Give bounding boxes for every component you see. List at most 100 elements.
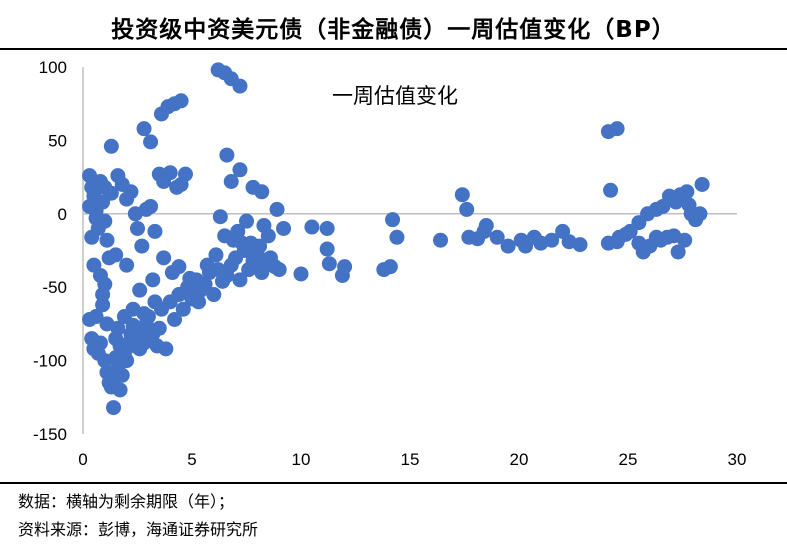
data-point: [544, 232, 560, 248]
data-point: [182, 270, 198, 286]
data-point: [199, 257, 215, 273]
x-tick-label: 5: [187, 450, 196, 469]
data-note: 数据：横轴为剩余期限（年）；: [18, 492, 235, 511]
data-point: [82, 311, 98, 327]
data-point: [223, 174, 239, 190]
data-point: [603, 182, 619, 198]
data-point: [173, 93, 189, 109]
data-point: [433, 232, 449, 248]
data-point: [319, 241, 335, 257]
data-point: [88, 203, 104, 219]
data-point: [136, 306, 152, 322]
data-point: [271, 262, 287, 278]
data-point: [162, 165, 178, 181]
page-title: 投资级中资美元债（非金融债）一周估值变化（BP）: [111, 17, 676, 43]
data-point: [99, 316, 115, 332]
data-point: [175, 301, 191, 317]
data-point: [694, 176, 710, 192]
scatter-chart-svg: 100 50 0 -50 -100 -150 0 5 10 15 20 25 30 一周估值变化: [33, 58, 746, 469]
y-tick-label: -100: [33, 352, 67, 371]
data-point: [167, 311, 183, 327]
data-point: [171, 259, 187, 275]
y-tick-label: 100: [39, 58, 67, 77]
data-point: [106, 400, 122, 416]
data-point: [256, 218, 272, 234]
data-point: [319, 220, 335, 236]
data-point: [143, 198, 159, 214]
data-point: [454, 187, 470, 203]
data-point: [130, 220, 145, 236]
data-point: [382, 259, 398, 275]
data-point: [219, 147, 235, 163]
data-point: [112, 382, 128, 398]
top-rule: [0, 48, 787, 50]
data-point: [670, 244, 686, 260]
data-point: [692, 206, 708, 222]
data-point: [232, 162, 248, 178]
y-tick-label: -50: [42, 278, 67, 297]
data-point: [147, 223, 163, 239]
data-point: [385, 212, 401, 228]
data-point: [489, 229, 505, 245]
data-point: [123, 184, 139, 200]
data-point: [134, 238, 150, 254]
data-point: [156, 250, 172, 266]
data-point: [337, 259, 353, 275]
data-point: [103, 138, 119, 154]
data-point: [90, 220, 106, 236]
data-point: [230, 223, 246, 239]
data-point: [677, 232, 693, 248]
data-point: [681, 197, 697, 213]
data-point: [572, 237, 588, 253]
data-point: [459, 201, 475, 217]
data-point: [232, 272, 248, 288]
data-point: [389, 229, 405, 245]
data-point: [197, 276, 213, 292]
data-point: [97, 276, 113, 292]
data-point: [321, 256, 337, 272]
data-point: [208, 247, 224, 263]
data-point: [92, 335, 108, 351]
data-point: [206, 287, 222, 303]
y-tick-label: -150: [33, 425, 67, 444]
data-point: [293, 266, 309, 282]
data-point: [239, 213, 254, 229]
data-point: [103, 185, 119, 201]
data-point: [609, 121, 625, 137]
y-tick-label: 0: [58, 205, 67, 224]
axes: 100 50 0 -50 -100 -150 0 5 10 15 20 25 30: [33, 58, 746, 469]
data-point: [177, 166, 193, 182]
x-tick-label: 15: [401, 450, 420, 469]
data-point: [276, 220, 292, 236]
chart-title: 一周估值变化: [332, 85, 458, 108]
data-point: [151, 320, 167, 336]
scatter-chart: 100 50 0 -50 -100 -150 0 5 10 15 20 25 30 一周估值变化: [0, 50, 787, 480]
x-tick-label: 30: [728, 450, 747, 469]
data-point: [119, 353, 135, 369]
scatter-points: [82, 62, 710, 416]
data-point: [191, 294, 207, 310]
data-point: [114, 367, 130, 383]
data-point: [304, 219, 320, 235]
x-tick-label: 25: [619, 450, 638, 469]
x-tick-label: 0: [78, 450, 87, 469]
data-point: [212, 209, 228, 225]
data-point: [269, 201, 285, 217]
bottom-rule: [0, 482, 787, 484]
data-point: [145, 272, 161, 288]
data-point: [136, 121, 152, 137]
data-point: [119, 257, 135, 273]
data-point: [132, 282, 148, 298]
data-point: [232, 78, 248, 94]
data-point: [158, 341, 174, 357]
source-note: 资料来源：彭博，海通证券研究所: [18, 520, 259, 539]
x-tick-label: 10: [292, 450, 311, 469]
data-point: [95, 297, 111, 313]
data-point: [99, 232, 115, 248]
x-tick-label: 20: [510, 450, 529, 469]
y-tick-label: 50: [48, 131, 67, 150]
data-point: [252, 238, 268, 254]
data-point: [679, 184, 695, 200]
data-point: [254, 184, 270, 200]
data-point: [147, 294, 163, 310]
